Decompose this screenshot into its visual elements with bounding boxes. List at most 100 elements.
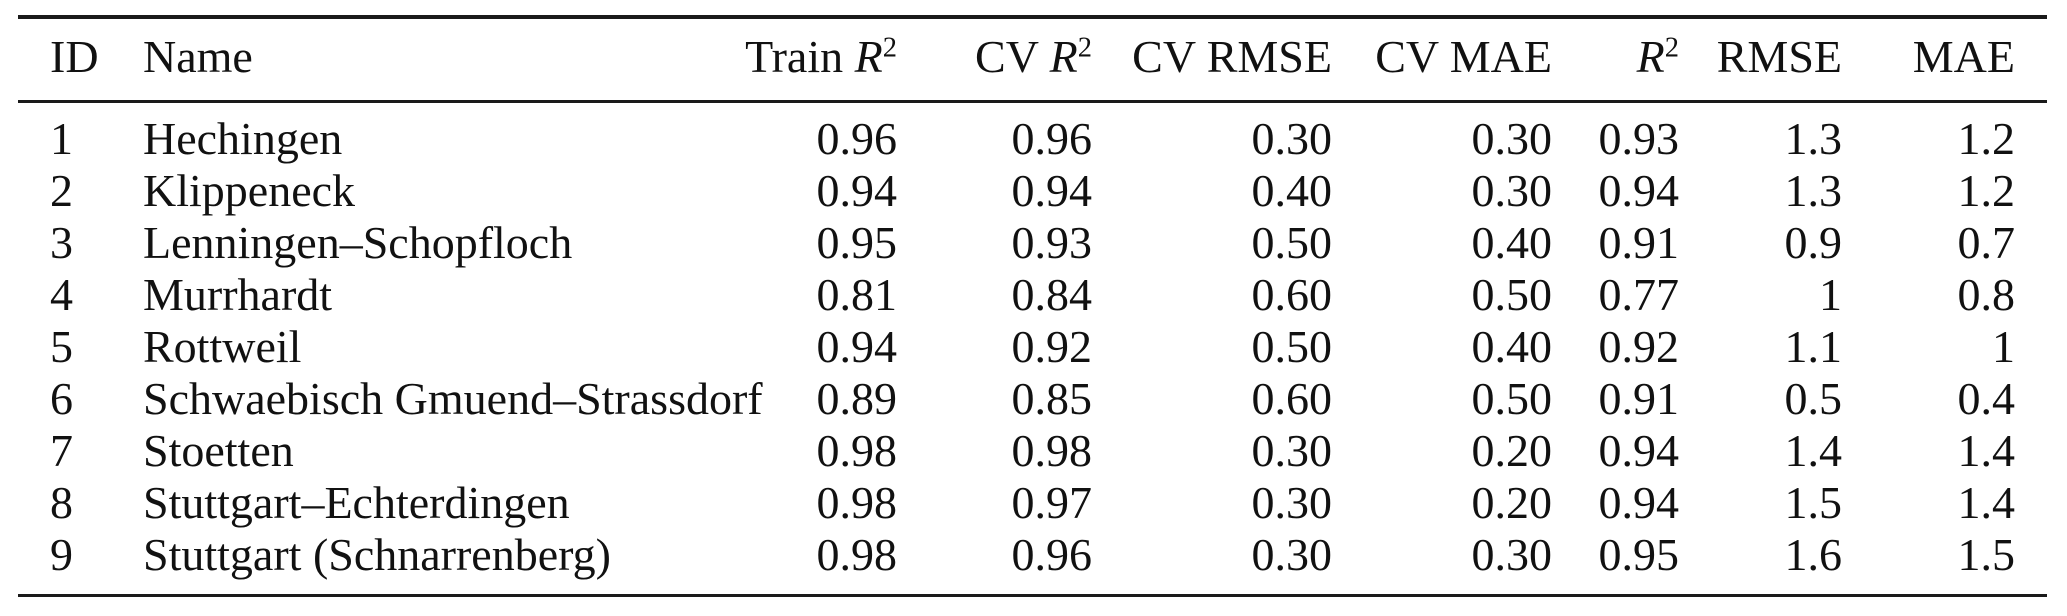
cell-cv-r2: 0.98 — [1011, 424, 1093, 476]
cell-train-r2: 0.96 — [816, 112, 898, 164]
cell-cv-rmse: 0.30 — [1251, 112, 1333, 164]
cell-cv-r2: 0.84 — [1011, 268, 1093, 320]
cell-name: Stuttgart (Schnarrenberg) — [143, 528, 611, 580]
cell-r2: 0.94 — [1598, 476, 1680, 528]
cell-r2: 0.93 — [1598, 112, 1680, 164]
cell-mae: 1.4 — [1957, 476, 2016, 528]
cell-name: Murrhardt — [143, 268, 333, 320]
cell-train-r2: 0.95 — [816, 216, 898, 268]
superscript-2: 2 — [1664, 31, 1679, 63]
cell-name: Klippeneck — [143, 164, 356, 216]
cell-name: Rottweil — [143, 320, 302, 372]
cell-name: Lenningen–Schopfloch — [143, 216, 573, 268]
table-row-2: 2 Klippeneck 0.94 0.94 0.40 0.30 0.94 1.3 1.2 — [18, 165, 2047, 217]
cell-train-r2: 0.98 — [816, 476, 898, 528]
cell-cv-r2: 0.93 — [1011, 216, 1093, 268]
table-row-8: 8 Stuttgart–Echterdingen 0.98 0.97 0.30 0.20 0… — [18, 477, 2047, 529]
cell-cv-mae: 0.40 — [1471, 216, 1553, 268]
cell-name: Stoetten — [143, 424, 294, 476]
header-row: ID Name Train R2 CV R2 CV RMSE CV MAE R2 RMSE MA… — [18, 17, 2047, 103]
cell-mae: 1.5 — [1957, 528, 2016, 580]
table-row-1: 1 Hechingen 0.96 0.96 0.30 0.30 0.93 1.3 1.2 — [18, 101, 2047, 165]
r-squared-symbol: R — [854, 30, 883, 82]
cell-cv-rmse: 0.50 — [1251, 320, 1333, 372]
cell-cv-rmse: 0.30 — [1251, 476, 1333, 528]
r-squared-symbol: R — [1636, 30, 1665, 82]
cell-id: 9 — [50, 528, 73, 580]
column-header-name: Name — [113, 17, 718, 103]
cell-cv-r2: 0.92 — [1011, 320, 1093, 372]
column-header-cv-rmse: CV RMSE — [1092, 17, 1332, 103]
cell-rmse: 1.6 — [1784, 528, 1843, 580]
column-header-mae: MAE — [1842, 17, 2047, 103]
column-header-r2: R2 — [1552, 17, 1679, 103]
cell-id: 1 — [50, 112, 73, 164]
cell-cv-r2: 0.85 — [1011, 372, 1093, 424]
table-row-5: 5 Rottweil 0.94 0.92 0.50 0.40 0.92 1.1 1 — [18, 321, 2047, 373]
cell-cv-mae: 0.50 — [1471, 268, 1553, 320]
cell-rmse: 0.9 — [1784, 216, 1843, 268]
cell-cv-r2: 0.96 — [1011, 528, 1093, 580]
cell-cv-rmse: 0.60 — [1251, 268, 1333, 320]
superscript-2: 2 — [1077, 31, 1092, 63]
column-header-cv-r2: CV R2 — [897, 17, 1092, 103]
cell-rmse: 1.1 — [1784, 320, 1843, 372]
cell-mae: 1 — [1992, 320, 2015, 372]
results-table-wrapper: ID Name Train R2 CV R2 CV RMSE CV MAE R2 RMSE MA… — [18, 15, 2047, 597]
cell-cv-rmse: 0.50 — [1251, 216, 1333, 268]
cell-cv-mae: 0.30 — [1471, 112, 1553, 164]
cell-cv-mae: 0.30 — [1471, 528, 1553, 580]
cell-train-r2: 0.94 — [816, 320, 898, 372]
cell-rmse: 1.4 — [1784, 424, 1843, 476]
cell-r2: 0.77 — [1598, 268, 1680, 320]
column-header-id: ID — [18, 17, 113, 103]
cell-rmse: 1.5 — [1784, 476, 1843, 528]
cell-id: 3 — [50, 216, 73, 268]
table-head: ID Name Train R2 CV R2 CV RMSE CV MAE R2 RMSE MA… — [18, 17, 2047, 103]
column-header-train-r2: Train R2 — [718, 17, 897, 103]
cell-cv-mae: 0.20 — [1471, 476, 1553, 528]
cell-rmse: 1.3 — [1784, 112, 1843, 164]
cell-name: Schwaebisch Gmuend–Strassdorf — [143, 372, 763, 424]
cell-id: 8 — [50, 476, 73, 528]
results-table: ID Name Train R2 CV R2 CV RMSE CV MAE R2 RMSE MA… — [18, 15, 2047, 597]
cell-mae: 1.2 — [1957, 164, 2016, 216]
cell-id: 2 — [50, 164, 73, 216]
cell-r2: 0.91 — [1598, 372, 1680, 424]
cell-cv-rmse: 0.60 — [1251, 372, 1333, 424]
cell-id: 6 — [50, 372, 73, 424]
cell-id: 4 — [50, 268, 73, 320]
cell-mae: 1.4 — [1957, 424, 2016, 476]
cell-cv-mae: 0.20 — [1471, 424, 1553, 476]
cell-rmse: 1 — [1819, 268, 1842, 320]
cell-train-r2: 0.81 — [816, 268, 898, 320]
cell-r2: 0.92 — [1598, 320, 1680, 372]
cell-train-r2: 0.98 — [816, 424, 898, 476]
cell-cv-r2: 0.97 — [1011, 476, 1093, 528]
cell-r2: 0.95 — [1598, 528, 1680, 580]
cell-cv-rmse: 0.30 — [1251, 424, 1333, 476]
cell-cv-rmse: 0.40 — [1251, 164, 1333, 216]
cell-mae: 0.8 — [1957, 268, 2016, 320]
cell-r2: 0.94 — [1598, 424, 1680, 476]
cell-rmse: 0.5 — [1784, 372, 1843, 424]
cell-cv-rmse: 0.30 — [1251, 528, 1333, 580]
cell-mae: 1.2 — [1957, 112, 2016, 164]
cell-name: Stuttgart–Echterdingen — [143, 476, 570, 528]
cell-cv-r2: 0.94 — [1011, 164, 1093, 216]
cell-cv-r2: 0.96 — [1011, 112, 1093, 164]
cell-mae: 0.4 — [1957, 372, 2016, 424]
cell-name: Hechingen — [143, 112, 343, 164]
table-row-3: 3 Lenningen–Schopfloch 0.95 0.93 0.50 0.40 0.9… — [18, 217, 2047, 269]
cell-cv-mae: 0.30 — [1471, 164, 1553, 216]
cell-id: 7 — [50, 424, 73, 476]
cell-r2: 0.94 — [1598, 164, 1680, 216]
column-header-rmse: RMSE — [1679, 17, 1842, 103]
table-row-7: 7 Stoetten 0.98 0.98 0.30 0.20 0.94 1.4 1.4 — [18, 425, 2047, 477]
cell-cv-mae: 0.50 — [1471, 372, 1553, 424]
cell-mae: 0.7 — [1957, 216, 2016, 268]
cell-r2: 0.91 — [1598, 216, 1680, 268]
cell-cv-mae: 0.40 — [1471, 320, 1553, 372]
table-row-6: 6 Schwaebisch Gmuend–Strassdorf 0.89 0.85 0.… — [18, 373, 2047, 425]
r-squared-symbol: R — [1049, 30, 1078, 82]
